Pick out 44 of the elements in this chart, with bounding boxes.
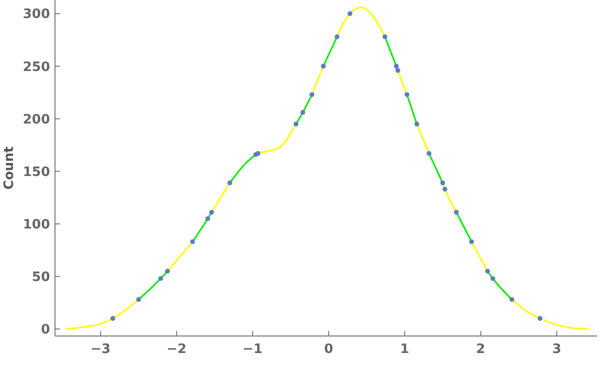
point (320, 64, 326, 69)
point (227, 180, 232, 186)
y-tick-label: 300 (22, 7, 50, 22)
x-tick-label: −3 (90, 342, 111, 357)
point (310, 92, 314, 97)
point (334, 34, 340, 40)
y-tick-label: 100 (22, 217, 50, 232)
point (256, 151, 260, 156)
point (110, 316, 116, 321)
y-tick-label: 150 (22, 164, 50, 180)
point (158, 276, 164, 281)
point (136, 297, 142, 302)
point (490, 276, 496, 281)
point (485, 268, 490, 274)
x-tick-label: −2 (166, 342, 187, 357)
y-tick-label: 50 (32, 270, 50, 285)
point (294, 122, 298, 126)
y-tick-label: 0 (40, 322, 50, 338)
point (538, 316, 542, 321)
y-tick-label: 200 (22, 112, 50, 128)
point (454, 210, 459, 215)
x-tick-label: −1 (242, 342, 263, 357)
point (414, 122, 420, 126)
point (395, 68, 400, 73)
point (426, 151, 432, 156)
point (165, 268, 170, 274)
x-tick-label: 2 (476, 342, 486, 357)
point (382, 34, 388, 40)
y-axis-title: Count (2, 146, 17, 190)
x-tick-label: 3 (552, 342, 562, 357)
point (394, 64, 399, 69)
point (209, 210, 214, 215)
point (509, 297, 514, 302)
point (190, 239, 195, 244)
point (442, 186, 448, 192)
point (469, 239, 474, 244)
point (348, 11, 352, 16)
point (205, 216, 210, 222)
x-tick-label: 1 (400, 342, 410, 357)
point (404, 92, 410, 97)
x-tick-label: 0 (324, 342, 334, 357)
y-tick-label: 250 (22, 60, 50, 75)
point (440, 180, 446, 186)
point (300, 110, 306, 115)
